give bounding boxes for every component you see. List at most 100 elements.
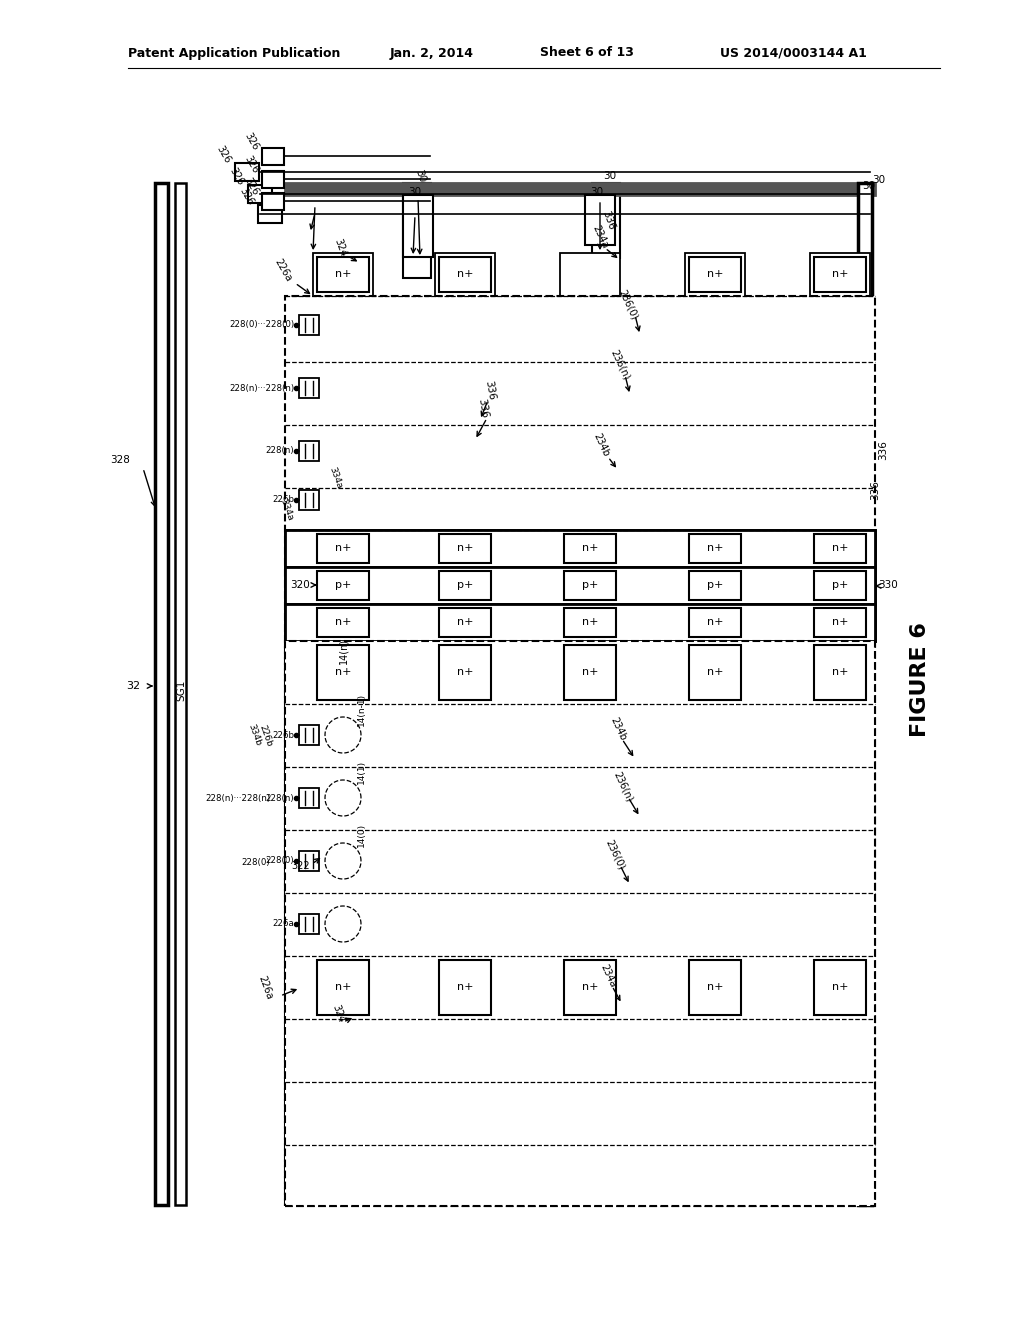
Text: p+: p+ (831, 579, 848, 590)
Bar (285, 642, 874, 1206)
Text: 328: 328 (111, 455, 130, 465)
Text: 326: 326 (214, 144, 232, 165)
Text: 236(n): 236(n) (608, 348, 632, 381)
Bar (814, 535, 866, 564)
Bar (814, 645, 866, 700)
Bar (689, 960, 741, 1015)
Text: SG1: SG1 (176, 680, 186, 701)
Bar (285, 568, 874, 605)
Bar (299, 490, 319, 510)
Bar (435, 253, 495, 1203)
Text: 336: 336 (600, 209, 616, 231)
Bar (689, 645, 741, 700)
Text: 228(n): 228(n) (265, 446, 294, 455)
Bar (258, 205, 282, 223)
Text: US 2014/0003144 A1: US 2014/0003144 A1 (720, 46, 867, 59)
Text: n+: n+ (707, 667, 723, 677)
Text: FIGURE 6: FIGURE 6 (910, 623, 930, 738)
Bar (155, 183, 168, 1205)
Bar (814, 572, 866, 601)
Text: 234b: 234b (591, 432, 610, 458)
Bar (317, 572, 369, 601)
Text: n+: n+ (582, 982, 598, 993)
Bar (403, 195, 433, 257)
Text: 228(0)···228(0): 228(0)···228(0) (229, 321, 294, 330)
Text: 226b: 226b (258, 723, 274, 748)
Bar (689, 257, 741, 292)
Text: 320: 320 (290, 579, 310, 590)
Text: 228(n)···228(n): 228(n)···228(n) (205, 795, 270, 804)
Text: n+: n+ (831, 982, 848, 993)
Text: Patent Application Publication: Patent Application Publication (128, 46, 340, 59)
Text: n+: n+ (457, 616, 473, 627)
Text: 324: 324 (332, 238, 348, 259)
Text: n+: n+ (707, 543, 723, 553)
Bar (285, 605, 874, 642)
Bar (689, 535, 741, 564)
Bar (689, 609, 741, 638)
Text: n+: n+ (582, 667, 598, 677)
Bar (285, 183, 874, 195)
Bar (317, 257, 369, 292)
Bar (299, 315, 319, 335)
Text: 226b: 226b (272, 730, 294, 739)
Bar (564, 535, 616, 564)
Text: Sheet 6 of 13: Sheet 6 of 13 (540, 46, 634, 59)
Text: n+: n+ (707, 982, 723, 993)
Bar (299, 378, 319, 399)
Text: 228(0): 228(0) (265, 857, 294, 866)
Text: 226a: 226a (256, 974, 274, 1002)
Bar (248, 185, 272, 203)
Text: 228(n): 228(n) (265, 793, 294, 803)
Bar (564, 645, 616, 700)
Text: 326: 326 (238, 186, 255, 207)
Text: 14(n-1): 14(n-1) (356, 693, 366, 726)
Text: 226a: 226a (272, 257, 293, 284)
Text: 336: 336 (483, 379, 497, 401)
Bar (262, 148, 284, 165)
Bar (285, 531, 874, 568)
Text: 14(0): 14(0) (356, 822, 366, 847)
Bar (317, 535, 369, 564)
Bar (592, 183, 620, 257)
Bar (285, 531, 874, 642)
Text: 326: 326 (242, 154, 260, 176)
Text: 324: 324 (330, 1003, 346, 1024)
Text: 30: 30 (413, 168, 427, 183)
Bar (299, 913, 319, 935)
Text: 326: 326 (227, 166, 245, 187)
Text: n+: n+ (707, 616, 723, 627)
Bar (814, 960, 866, 1015)
Text: n+: n+ (457, 269, 473, 279)
Text: 30: 30 (591, 187, 603, 197)
Text: 14(n): 14(n) (338, 638, 348, 664)
Text: 226a: 226a (272, 920, 294, 928)
Bar (585, 195, 615, 246)
Text: n+: n+ (831, 667, 848, 677)
Bar (564, 960, 616, 1015)
Bar (439, 572, 490, 601)
Bar (403, 183, 431, 279)
Bar (685, 253, 745, 1203)
Text: 236(n): 236(n) (611, 770, 635, 804)
Bar (564, 609, 616, 638)
Text: 326: 326 (242, 177, 260, 198)
Bar (689, 572, 741, 601)
Text: 234b: 234b (608, 715, 628, 742)
Bar (810, 253, 870, 1203)
Bar (858, 183, 872, 1205)
Text: 322: 322 (292, 861, 310, 871)
Text: n+: n+ (582, 616, 598, 627)
Bar (299, 788, 319, 808)
Text: p+: p+ (335, 579, 351, 590)
Text: 234a: 234a (598, 962, 617, 989)
Bar (317, 960, 369, 1015)
Bar (564, 572, 616, 601)
Text: 236(0): 236(0) (616, 288, 639, 322)
Text: 336: 336 (870, 480, 880, 500)
Text: n+: n+ (831, 269, 848, 279)
Text: p+: p+ (457, 579, 473, 590)
Bar (299, 725, 319, 744)
Text: 228(0): 228(0) (242, 858, 270, 866)
Bar (262, 193, 284, 210)
